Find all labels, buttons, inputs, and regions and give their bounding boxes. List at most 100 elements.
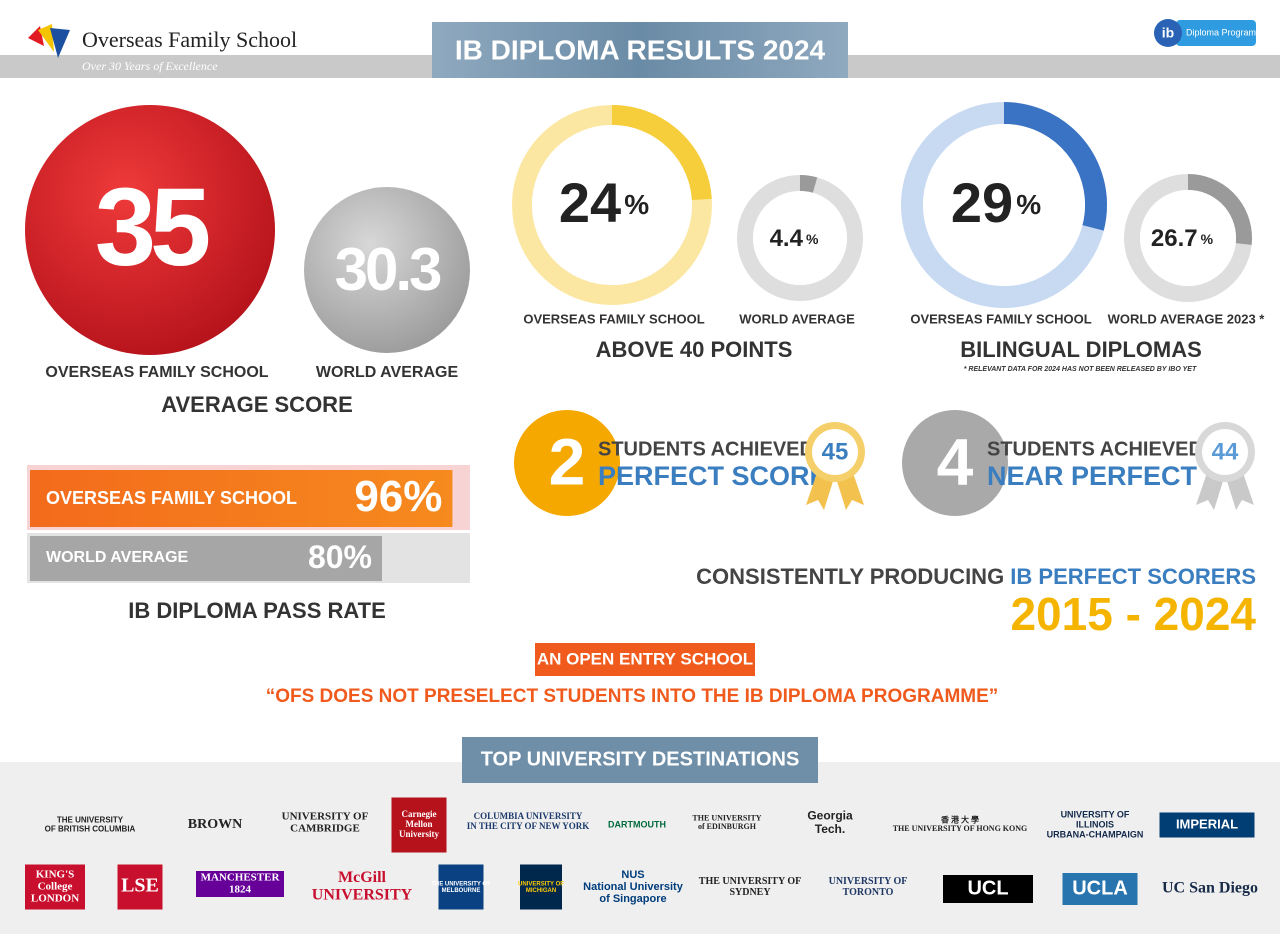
school-score-circle	[25, 105, 275, 355]
consistency-text: CONSISTENTLY PRODUCING	[696, 564, 1010, 589]
tagline: Over 30 Years of Excellence	[82, 59, 218, 73]
university-logo: MICHIGAN	[526, 888, 556, 894]
bar	[30, 536, 382, 581]
university-logo: UNIVERSITY	[312, 886, 413, 903]
university-logo: BROWN	[188, 817, 242, 832]
university-logo: 1824	[229, 884, 252, 896]
bar-label: WORLD AVERAGE	[46, 549, 189, 566]
ring-value: 26.7%	[1151, 225, 1214, 252]
ring-number: 4.4	[770, 225, 804, 252]
world-score: 30.3	[335, 236, 441, 303]
perfect-score: 45	[822, 438, 849, 465]
quote: “OFS DOES NOT PRESELECT STUDENTS INTO TH…	[266, 686, 999, 707]
ring-arc	[901, 102, 1107, 308]
perfect-line2: PERFECT SCORE	[598, 461, 828, 491]
university-logo: CAMBRIDGE	[290, 823, 360, 835]
ring-center	[923, 124, 1085, 286]
near-line1: STUDENTS ACHIEVED	[987, 438, 1203, 460]
bar-value: 80%	[308, 539, 372, 575]
ring-number: 26.7	[1151, 225, 1198, 252]
ring-center	[1140, 190, 1236, 286]
ring-unit: %	[1016, 189, 1041, 220]
university-logo: IMPERIAL	[1176, 816, 1238, 831]
university-logo: LONDON	[31, 893, 79, 905]
logo-box	[391, 797, 447, 853]
university-logo: THE UNIVERSITY	[57, 816, 124, 825]
ring-unit: %	[806, 231, 819, 247]
title-box	[432, 22, 848, 78]
school-name: Overseas Family School	[82, 27, 297, 52]
ring-unit: %	[1201, 231, 1214, 247]
university-logo: UCLA	[1072, 877, 1128, 899]
consistency-highlight: IB PERFECT SCORERS	[1010, 564, 1256, 589]
university-logo: THE UNIVERSITY OF	[431, 881, 491, 887]
university-logo: University	[399, 829, 439, 839]
university-logo: MELBOURNE	[442, 888, 481, 894]
university-logo: UNIVERSITY OF	[1061, 809, 1130, 819]
section-title: TOP UNIVERSITY DESTINATIONS	[481, 748, 800, 770]
ring-arc	[512, 105, 712, 305]
bar-value: 96%	[354, 472, 442, 521]
ring-arc	[1124, 174, 1252, 302]
caption: BILINGUAL DIPLOMAS	[960, 337, 1202, 362]
university-logo: UNIVERSITY OF	[829, 876, 908, 887]
ring-center	[753, 191, 847, 285]
ring-center	[532, 125, 692, 285]
university-logo: LSE	[121, 875, 159, 897]
university-logo: SYDNEY	[729, 887, 771, 898]
university-logo: THE UNIVERSITY OF	[699, 876, 801, 887]
university-logo: UNIVERSITY OF	[518, 881, 564, 887]
university-logo: UC San Diego	[1162, 880, 1258, 897]
world-score-circle	[304, 187, 470, 353]
badge-box	[535, 643, 755, 676]
badge: AN OPEN ENTRY SCHOOL	[537, 649, 753, 668]
ring-number: 29	[951, 171, 1013, 234]
school-score: 35	[95, 166, 209, 289]
logo-box	[117, 864, 163, 910]
perfect-count: 2	[549, 424, 586, 498]
university-logo: COLUMBIA UNIVERSITY	[474, 811, 583, 821]
years: 2015 - 2024	[1010, 588, 1256, 640]
logo-box	[943, 875, 1033, 903]
university-logo: Tech.	[815, 822, 845, 836]
university-logo: UCL	[967, 877, 1008, 899]
university-logo: IN THE CITY OF NEW YORK	[467, 821, 589, 831]
university-logo: THE UNIVERSITY OF HONG KONG	[893, 824, 1028, 833]
section-box	[462, 737, 818, 783]
university-logo: TORONTO	[843, 887, 894, 898]
university-logo: Mellon	[406, 819, 433, 829]
label: OVERSEAS FAMILY SCHOOL	[45, 364, 268, 381]
university-logo: Carnegie	[402, 809, 437, 819]
logo-box	[196, 871, 284, 897]
ring-unit: %	[624, 189, 649, 220]
logo-box	[25, 864, 85, 910]
perfect-line1: STUDENTS ACHIEVED	[598, 438, 814, 460]
university-logo: Georgia	[807, 809, 853, 823]
logo-box	[1159, 812, 1255, 838]
university-logo: College	[38, 881, 73, 893]
school-logo-mark	[28, 24, 70, 58]
university-logo: OF BRITISH COLUMBIA	[45, 825, 136, 834]
page-title: IB DIPLOMA RESULTS 2024	[455, 34, 826, 65]
university-logo: THE UNIVERSITY	[692, 813, 761, 822]
university-logo: URBANA-CHAMPAIGN	[1047, 829, 1144, 839]
ring-number: 24	[559, 171, 621, 234]
gold-ribbon	[805, 422, 865, 510]
ring-value: 29%	[951, 171, 1041, 234]
logo-box	[520, 864, 562, 910]
university-logo: National University	[583, 881, 684, 893]
ib-logo: ib	[1154, 19, 1256, 47]
university-logo: UNIVERSITY OF	[282, 810, 369, 822]
ib-logo-text: Diploma Programme	[1186, 27, 1269, 37]
university-logo: of Singapore	[599, 893, 666, 905]
university-logo: McGill	[338, 869, 387, 886]
bar	[30, 470, 453, 527]
caption: IB DIPLOMA PASS RATE	[128, 598, 386, 623]
near-score: 44	[1212, 438, 1239, 465]
caption: AVERAGE SCORE	[161, 392, 353, 417]
logo-area	[0, 762, 1280, 934]
logo-box	[438, 864, 484, 910]
university-logo: DARTMOUTH	[608, 819, 666, 829]
university-logo: KING'S	[36, 868, 75, 880]
